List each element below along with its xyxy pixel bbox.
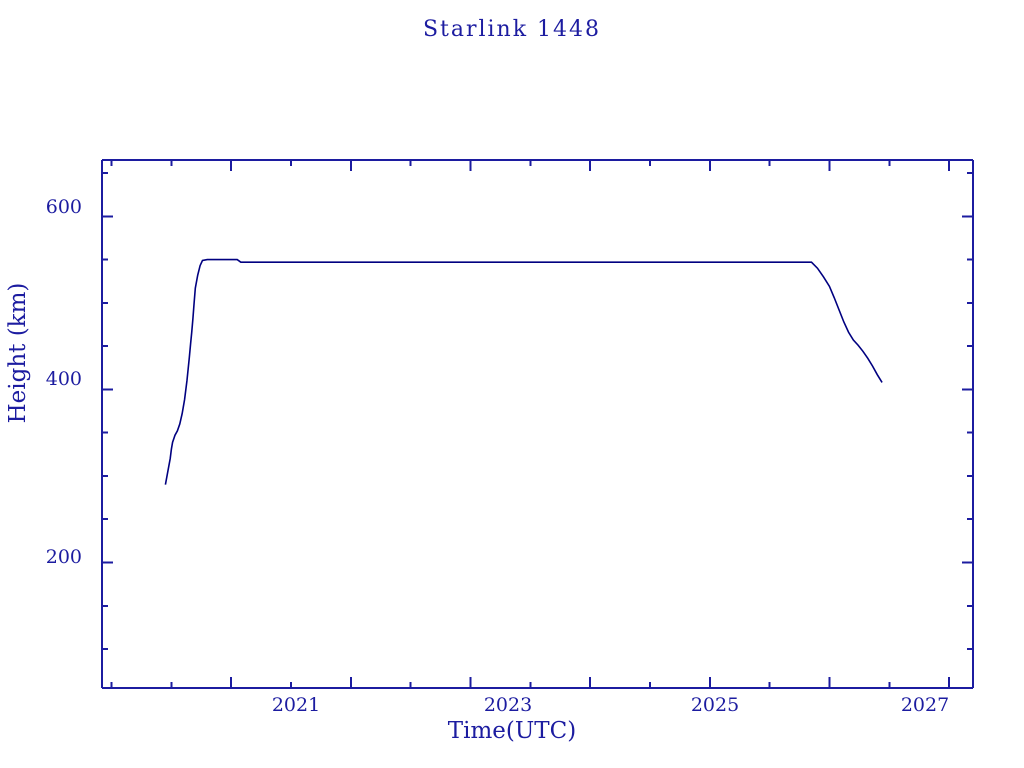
y-tick-label-400: 400 <box>45 368 82 390</box>
data-series-group <box>164 258 883 485</box>
data-series-line <box>164 258 883 485</box>
x-tick-label-2023: 2023 <box>483 694 533 716</box>
x-tick-label-2027: 2027 <box>900 694 950 716</box>
x-axis-label: Time(UTC) <box>447 718 577 744</box>
tick-marks <box>102 160 973 688</box>
x-tick-label-2021: 2021 <box>271 694 321 716</box>
axis-frame <box>101 159 974 689</box>
chart-title: Starlink 1448 <box>422 17 602 42</box>
y-tick-label-600: 600 <box>45 196 82 218</box>
y-tick-label-200: 200 <box>45 546 82 568</box>
x-tick-label-2025: 2025 <box>690 694 740 716</box>
